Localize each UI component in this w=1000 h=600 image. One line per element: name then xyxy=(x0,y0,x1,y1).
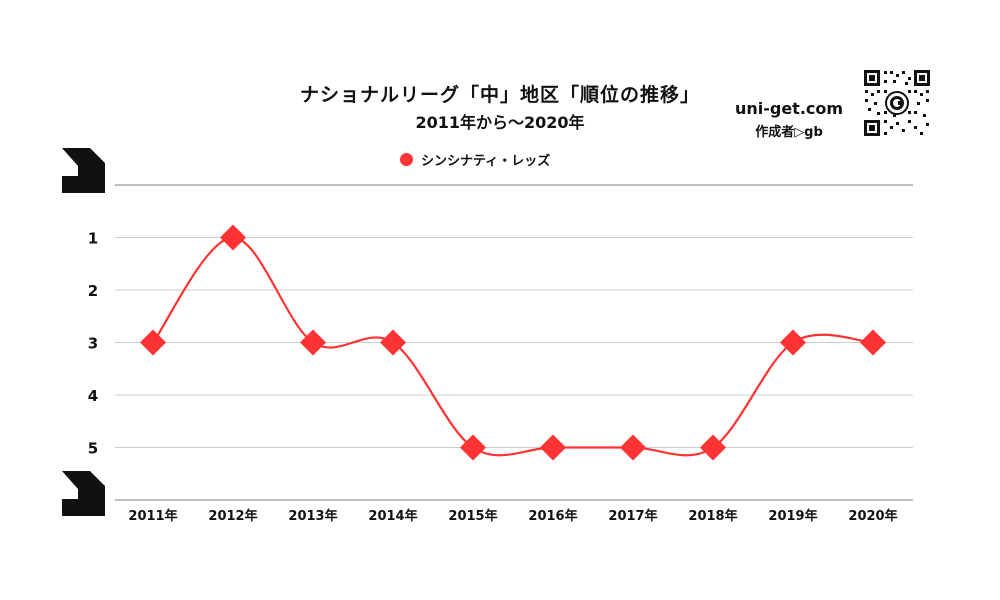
x-tick-label: 2019年 xyxy=(768,508,817,524)
chart-title: ナショナルリーグ「中」地区「順位の推移」 xyxy=(299,84,700,106)
legend-label: シンシナティ・レッズ xyxy=(421,153,551,169)
rank-bottom-marker-icon xyxy=(62,471,105,516)
x-tick-label: 2018年 xyxy=(688,508,737,524)
data-point xyxy=(860,329,886,356)
data-point xyxy=(380,329,406,356)
rank-top-marker-icon xyxy=(62,148,105,193)
data-point xyxy=(540,434,566,461)
x-tick-label: 2016年 xyxy=(528,508,577,524)
x-tick-label: 2015年 xyxy=(448,508,497,524)
x-tick-label: 2011年 xyxy=(128,508,177,524)
author-label: 作成者▷gb xyxy=(755,125,823,140)
legend-marker xyxy=(400,152,413,166)
data-point xyxy=(780,329,806,356)
chart-subtitle: 2011年から～2020年 xyxy=(415,113,585,132)
y-tick-label: 1 xyxy=(88,230,98,248)
site-name: uni-get.com xyxy=(734,99,844,118)
x-tick-label: 2012年 xyxy=(208,508,257,524)
series-line xyxy=(152,236,874,457)
data-point xyxy=(460,434,486,461)
data-point xyxy=(300,329,326,356)
y-tick-label: 4 xyxy=(88,387,98,405)
data-point xyxy=(700,434,726,461)
y-tick-label: 2 xyxy=(88,282,98,300)
x-tick-label: 2014年 xyxy=(368,508,417,524)
y-tick-label: 5 xyxy=(88,440,98,458)
x-tick-label: 2017年 xyxy=(608,508,657,524)
qr-code-icon xyxy=(862,68,932,138)
x-tick-label: 2020年 xyxy=(848,508,897,524)
data-point xyxy=(220,224,246,251)
y-tick-label: 3 xyxy=(88,335,98,353)
data-point xyxy=(140,329,166,356)
data-point xyxy=(620,434,646,461)
x-tick-label: 2013年 xyxy=(288,508,337,524)
legend: シンシナティ・レッズ xyxy=(400,149,550,169)
